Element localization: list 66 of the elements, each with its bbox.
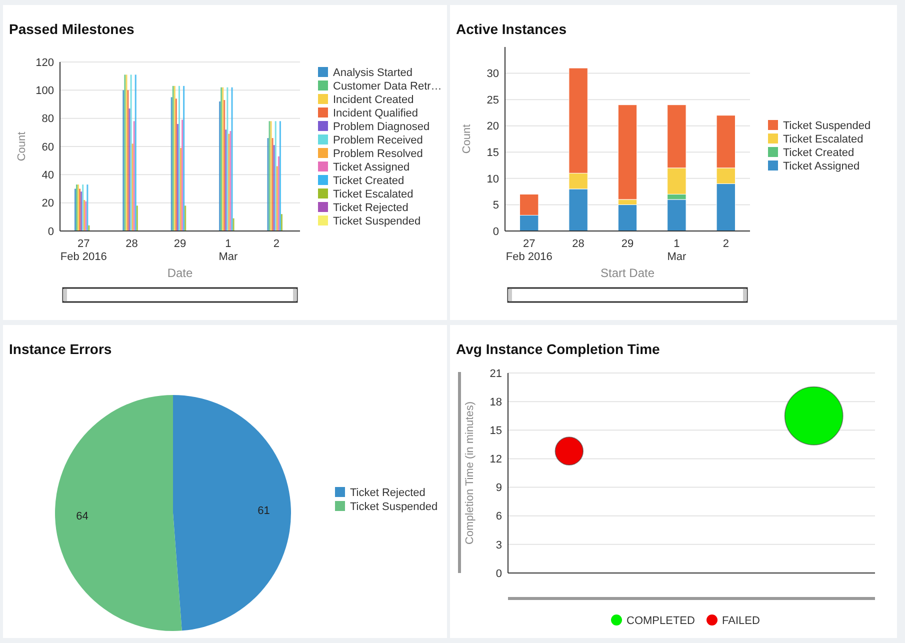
pie-slice <box>173 395 291 631</box>
legend-label: Ticket Suspended <box>350 501 438 513</box>
legend-label: Ticket Escalated <box>783 134 864 146</box>
legend-label: Ticket Suspended <box>783 120 871 132</box>
pie-slice <box>55 395 182 631</box>
legend-label: Problem Diagnosed <box>333 121 430 133</box>
y-tick-label: 12 <box>490 454 502 466</box>
y-tick-label: 15 <box>486 146 499 159</box>
y-tick-label: 120 <box>36 56 54 69</box>
y-tick-label: 80 <box>42 113 54 126</box>
y-tick-label: 15 <box>490 424 502 437</box>
y-axis-title: Count <box>16 132 28 162</box>
y-tick-label: 0 <box>496 568 502 580</box>
chart-title: Passed Milestones <box>9 21 134 37</box>
x-tick-label: 28 <box>572 238 584 250</box>
legend-label: Analysis Started <box>333 67 412 79</box>
y-tick-label: 21 <box>490 368 502 380</box>
x-tick-label: 29 <box>174 238 186 250</box>
legend-label: Ticket Created <box>783 147 854 159</box>
chart-title: Instance Errors <box>9 341 112 357</box>
chart-title: Active Instances <box>456 21 567 37</box>
x-tick-label: 27 Feb 2016 <box>60 238 107 263</box>
legend-label: Incident Qualified <box>333 108 418 120</box>
y-tick-label: 10 <box>486 173 499 186</box>
y-tick-label: 18 <box>490 396 502 408</box>
y-tick-label: 60 <box>42 141 54 154</box>
y-tick-label: 40 <box>42 170 54 182</box>
y-tick-label: 0 <box>492 226 499 238</box>
y-tick-label: 6 <box>496 510 502 523</box>
y-axis-title: Completion Time (in minutes) <box>464 401 476 545</box>
legend-label: Problem Resolved <box>333 148 423 160</box>
legend-label: Problem Received <box>333 134 423 146</box>
legend-label: Customer Data Retr… <box>333 80 442 92</box>
y-tick-label: 20 <box>42 198 54 210</box>
y-tick-label: 0 <box>48 226 54 238</box>
x-tick-label: 28 <box>126 238 138 250</box>
legend-label: Ticket Rejected <box>350 487 426 499</box>
legend-label: Ticket Created <box>333 175 404 187</box>
x-tick-label: 1 Mar <box>667 238 686 263</box>
y-axis-title: Count <box>461 124 473 154</box>
legend-label: Ticket Suspended <box>333 216 421 228</box>
legend-label: COMPLETED <box>626 615 696 627</box>
x-axis-title: Date <box>167 266 193 280</box>
legend-label: Ticket Escalated <box>333 188 414 200</box>
x-tick-label: 29 <box>621 238 634 250</box>
legend-label: Incident Created <box>333 94 414 106</box>
data-label: 64 <box>76 510 88 523</box>
bar <box>618 204 638 232</box>
x-axis-title: Start Date <box>600 266 655 280</box>
x-tick-label: 1 Mar <box>218 238 238 263</box>
y-tick-label: 20 <box>486 120 499 133</box>
data-label: 61 <box>258 505 270 518</box>
y-tick-label: 25 <box>486 94 499 106</box>
y-tick-label: 9 <box>496 482 502 494</box>
x-tick-label: 2 <box>273 238 280 250</box>
y-tick-label: 100 <box>36 85 54 98</box>
y-tick-label: 5 <box>492 200 499 212</box>
x-tick-label: 27 Feb 2016 <box>506 238 552 263</box>
y-tick-label: 3 <box>496 539 502 552</box>
legend-label: Ticket Assigned <box>333 162 410 174</box>
x-tick-label: 2 <box>722 238 729 250</box>
legend-label: FAILED <box>722 615 760 627</box>
legend-label: Ticket Rejected <box>333 202 408 214</box>
y-tick-label: 30 <box>486 68 499 80</box>
legend-label: Ticket Assigned <box>783 160 860 172</box>
chart-title: Avg Instance Completion Time <box>456 341 660 357</box>
